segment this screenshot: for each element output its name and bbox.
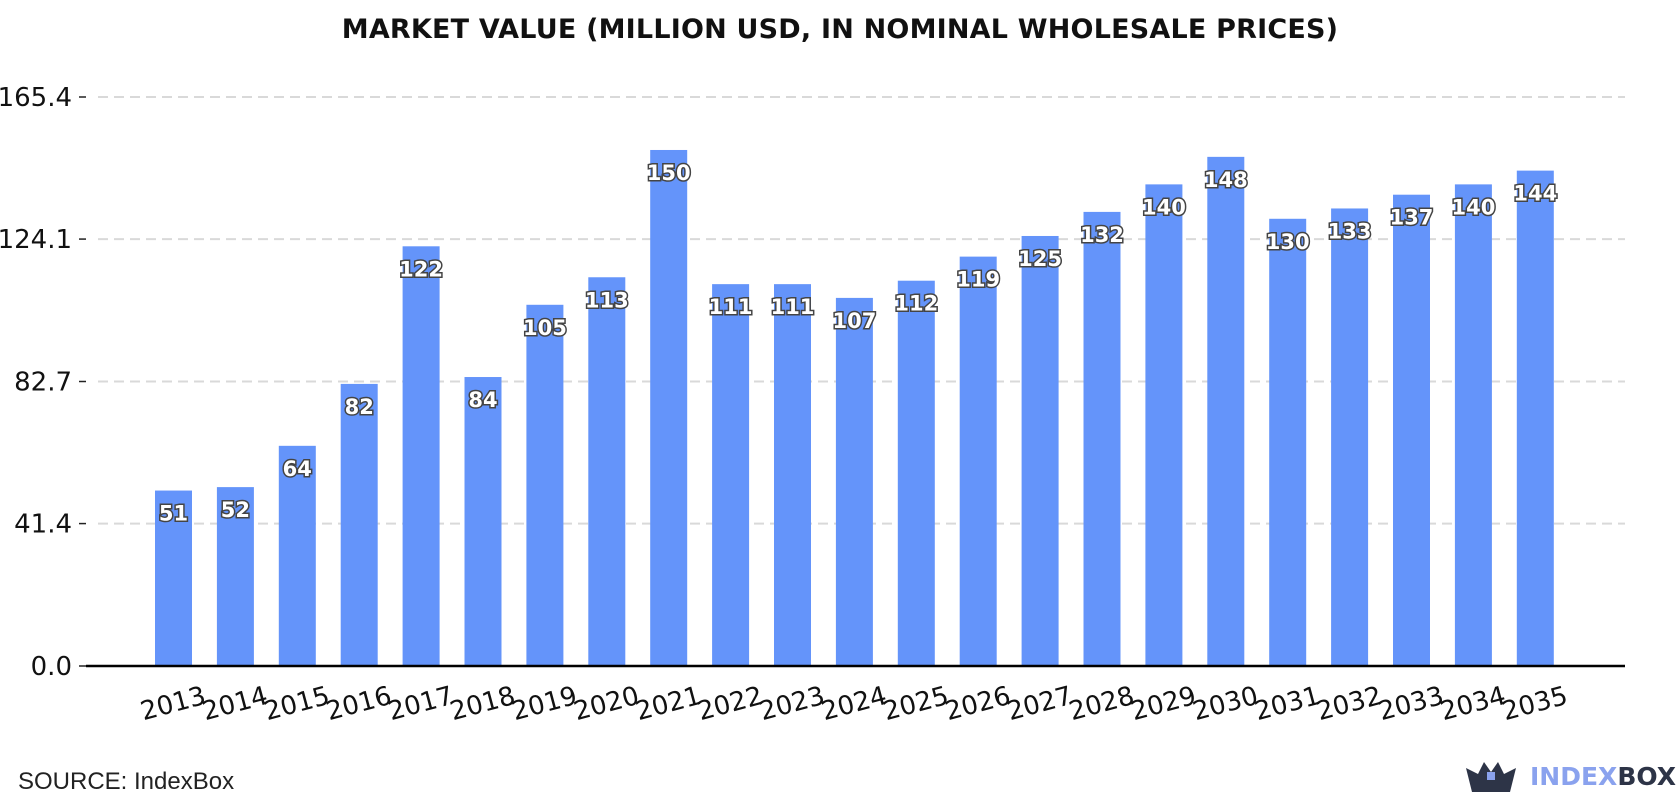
bar-value-label: 140 (1142, 195, 1186, 219)
y-tick-label: 165.4 (0, 83, 72, 113)
bar (1021, 235, 1059, 666)
bar-value-label: 52 (221, 498, 250, 522)
bar (650, 149, 688, 666)
bar (712, 284, 750, 666)
bar-value-label: 113 (585, 288, 629, 312)
bar-value-label: 137 (1390, 206, 1434, 230)
bar (588, 277, 626, 666)
y-tick-label: 0.0 (31, 652, 72, 682)
x-tick-label: 2018 (447, 681, 519, 727)
brand-part-index: INDEX (1530, 761, 1618, 791)
x-tick-label: 2021 (633, 681, 705, 727)
bar-value-label: 111 (771, 295, 815, 319)
bar-value-label: 125 (1018, 247, 1062, 271)
bar-value-label: 64 (283, 457, 312, 481)
x-tick-label: 2013 (137, 681, 209, 727)
bar (959, 256, 997, 666)
bar (774, 284, 811, 666)
bar-value-label: 130 (1266, 230, 1310, 254)
x-tick-label: 2034 (1437, 681, 1509, 727)
bar-value-label: 119 (956, 268, 1000, 292)
x-tick-label: 2026 (942, 681, 1014, 727)
x-tick-label: 2030 (1190, 681, 1262, 727)
bar-value-label: 122 (399, 257, 443, 281)
bar-value-label: 51 (159, 502, 188, 526)
bar-value-label: 150 (647, 161, 691, 185)
bar (1516, 170, 1554, 666)
x-tick-label: 2014 (199, 681, 271, 727)
x-tick-label: 2035 (1499, 681, 1571, 727)
brand-part-box: BOX (1617, 761, 1677, 791)
x-tick-label: 2024 (818, 681, 890, 727)
x-tick-label: 2029 (1128, 681, 1200, 727)
bar-value-label: 133 (1328, 219, 1372, 243)
bar (464, 377, 502, 666)
x-tick-label: 2025 (880, 681, 952, 727)
y-tick-label: 82.7 (14, 368, 72, 398)
bar (1331, 208, 1369, 667)
x-tick-label: 2015 (261, 681, 333, 727)
bar (402, 246, 440, 666)
x-tick-label: 2020 (571, 681, 643, 727)
source-note: SOURCE: IndexBox (18, 768, 235, 795)
bar (278, 445, 316, 666)
chart-title: MARKET VALUE (MILLION USD, IN NOMINAL WH… (341, 14, 1339, 45)
bar (1393, 194, 1430, 666)
bar (216, 487, 254, 666)
bar-value-label: 111 (709, 295, 753, 319)
bar-value-label: 140 (1451, 195, 1495, 219)
bar (1269, 218, 1307, 667)
grid-layer (98, 96, 1625, 525)
bar-value-label: 105 (523, 316, 567, 340)
crown-icon (1466, 762, 1516, 792)
x-tick-label: 2028 (1066, 681, 1138, 727)
bar-layer: 51 52 64 82 122 84 105 113 150 111 111 107 112 119 125… (155, 149, 1559, 667)
bar (1207, 156, 1245, 666)
bar (835, 297, 873, 666)
x-tick-label: 2033 (1375, 681, 1447, 727)
bar-value-label: 84 (468, 388, 497, 412)
x-tick-label: 2031 (1252, 681, 1324, 727)
x-tick-label: 2016 (323, 681, 395, 727)
bar (340, 383, 378, 666)
bar-value-label: 144 (1513, 182, 1557, 206)
bar (1083, 211, 1121, 666)
bar (1145, 184, 1183, 666)
x-tick-label: 2022 (695, 681, 767, 727)
bar-value-label: 148 (1204, 168, 1248, 192)
x-tick-label: 2019 (509, 681, 581, 727)
bar-value-label: 82 (345, 395, 374, 419)
indexbox-logo: INDEXBOX (1464, 758, 1676, 794)
x-tick-label: 2032 (1314, 681, 1386, 727)
bar (1454, 184, 1492, 666)
x-tick-label: 2023 (756, 681, 828, 727)
x-tick-label: 2027 (1004, 681, 1076, 727)
y-tick-label: 41.4 (14, 510, 72, 540)
bar-value-label: 107 (832, 309, 876, 333)
y-tick-label: 124.1 (0, 225, 72, 255)
bar (155, 490, 192, 666)
bar-value-label: 132 (1080, 223, 1124, 247)
x-tick-label: 2017 (385, 681, 457, 727)
brand-wordmark: INDEXBOX (1530, 762, 1676, 791)
bar-value-label: 112 (894, 292, 938, 316)
bar (526, 304, 564, 666)
bar (897, 280, 935, 666)
